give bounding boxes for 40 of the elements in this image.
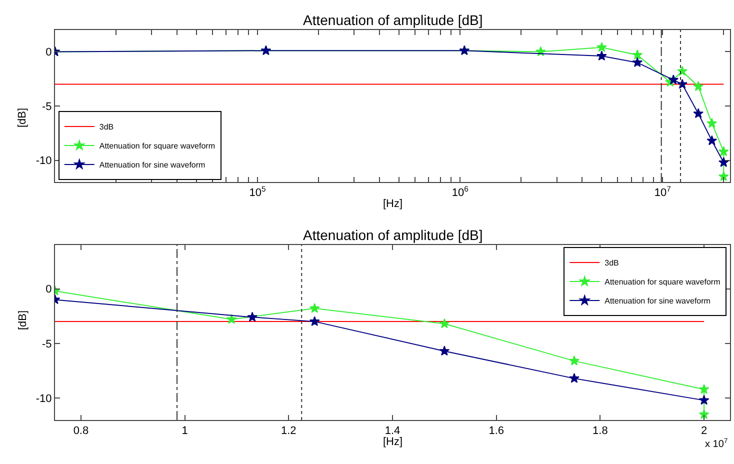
x-tick-label: 1.6	[488, 425, 504, 438]
x-tick-label: 1.4	[384, 425, 400, 438]
x-tick-label: 1.2	[281, 425, 296, 438]
x-tick-label: 10$^{7}$	[654, 184, 671, 200]
point	[226, 314, 237, 324]
point	[569, 356, 580, 366]
legend-label: Attenuation for square waveform	[99, 142, 216, 151]
point	[247, 312, 258, 322]
legend-label: Attenuation for sine waveform	[604, 296, 711, 306]
x-tick-label: 1	[182, 425, 188, 438]
point	[309, 316, 320, 326]
x-axis-title: [Hz]	[383, 436, 403, 448]
y-axis-title: [dB]	[16, 108, 28, 128]
legend-label: Attenuation for sine waveform	[99, 160, 206, 170]
point	[698, 384, 710, 394]
x-tick-label: 0.8	[73, 425, 89, 438]
x-tick-label: 10$^{5}$	[249, 184, 266, 200]
point	[439, 318, 450, 328]
legend-label: 3dB	[604, 258, 619, 268]
text: x 10$^{7}$	[705, 438, 728, 450]
chart-title: Attenuation of amplitude [dB]	[303, 12, 483, 28]
x-tick-label: 1.8	[592, 425, 608, 438]
legend-label: 3dB	[99, 122, 114, 132]
y-tick-label: 0	[46, 284, 52, 296]
legend-label: Attenuation for square waveform	[604, 278, 721, 287]
x-axis-title: [Hz]	[383, 198, 403, 210]
point	[309, 303, 320, 313]
y-tick-label: -10	[36, 392, 52, 405]
point	[698, 394, 710, 405]
y-tick-label: -10	[36, 155, 52, 168]
x-tick-label: 2	[700, 425, 708, 438]
y-axis-title: [dB]	[17, 310, 29, 330]
point	[698, 409, 710, 419]
point	[439, 346, 450, 356]
chart-title: Attenuation of amplitude [dB]	[303, 227, 483, 243]
point	[569, 373, 580, 383]
y-tick-label: 0	[46, 46, 52, 59]
y-tick-label: -5	[42, 100, 52, 113]
x-tick-label: 10$^{6}$	[452, 184, 468, 200]
y-tick-label: -5	[42, 338, 52, 350]
